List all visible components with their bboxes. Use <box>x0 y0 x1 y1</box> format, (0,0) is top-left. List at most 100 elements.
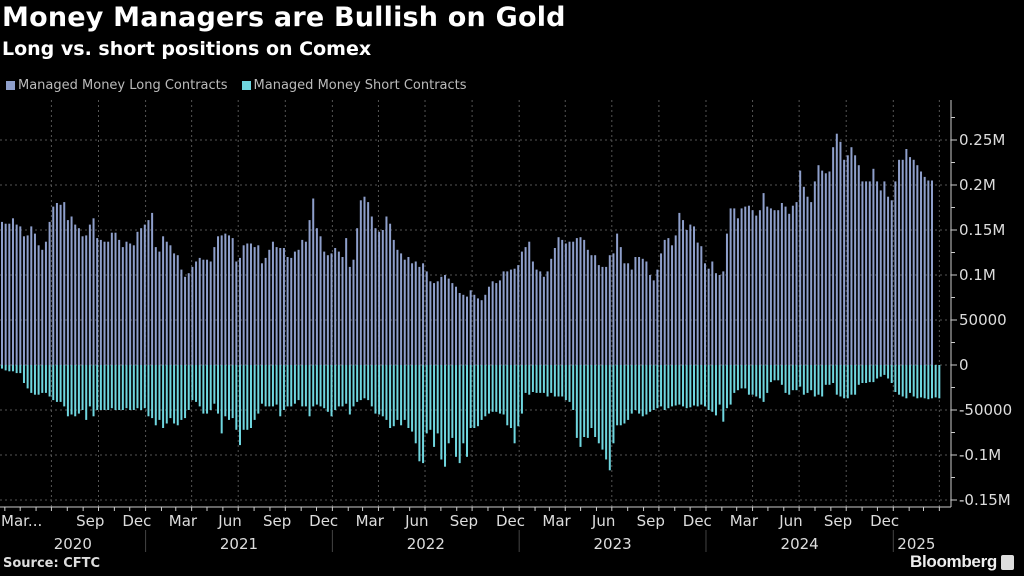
short-bar <box>751 365 754 395</box>
brand-name: Bloomberg <box>909 552 997 571</box>
long-bar <box>546 271 549 365</box>
short-bar <box>898 365 901 395</box>
short-bar <box>378 365 381 415</box>
short-bar <box>400 365 403 426</box>
long-bar <box>766 206 769 365</box>
short-bar <box>282 365 285 410</box>
long-bar <box>301 239 304 365</box>
long-bar <box>931 180 933 365</box>
bloomberg-logo: Bloomberg <box>910 552 1014 572</box>
short-bar <box>810 365 813 391</box>
long-bar <box>575 238 578 365</box>
long-bar <box>542 276 545 365</box>
short-bar <box>824 365 827 385</box>
x-month-label: Sep <box>637 512 665 530</box>
short-bar <box>74 365 77 417</box>
long-bar <box>883 181 886 365</box>
long-bar <box>824 173 827 365</box>
short-bar <box>901 365 904 397</box>
long-bar <box>531 261 534 365</box>
long-bar <box>817 165 820 365</box>
long-bar <box>407 257 410 365</box>
short-bar <box>275 365 278 405</box>
long-bar <box>238 257 241 365</box>
long-bar <box>52 206 55 365</box>
long-bar <box>19 226 22 365</box>
long-bar <box>389 223 392 365</box>
short-bar <box>678 365 681 405</box>
short-bar <box>264 365 267 407</box>
short-bar <box>652 365 655 410</box>
long-bar <box>517 265 520 365</box>
short-bar <box>260 365 263 404</box>
long-bar <box>879 190 882 365</box>
short-bar <box>444 365 447 467</box>
short-bar <box>70 365 73 415</box>
short-bar <box>462 365 465 444</box>
short-bar <box>334 365 337 410</box>
short-bar <box>934 365 937 398</box>
long-bar <box>77 228 80 365</box>
short-bar <box>920 365 923 398</box>
short-bar <box>784 365 787 393</box>
short-bar <box>213 365 216 404</box>
short-bar <box>136 365 139 409</box>
short-bar <box>861 365 864 383</box>
short-bar <box>682 365 685 407</box>
long-bar <box>158 251 161 365</box>
x-month-label: Sep <box>263 512 291 530</box>
long-bar <box>627 263 630 365</box>
short-bar <box>755 365 758 397</box>
long-bar <box>92 218 95 365</box>
short-bar <box>257 365 260 414</box>
short-bar <box>246 365 249 430</box>
long-bar <box>685 230 688 365</box>
long-bar <box>125 241 128 365</box>
short-bar <box>879 365 882 377</box>
short-bar <box>821 365 824 397</box>
long-bar <box>901 159 904 365</box>
short-bar <box>11 365 14 372</box>
short-bar <box>392 365 395 427</box>
short-bar <box>242 365 245 430</box>
long-bar <box>612 253 615 365</box>
long-bar <box>286 257 289 365</box>
long-bar <box>433 283 436 365</box>
long-bar <box>173 253 176 365</box>
short-bar <box>671 365 674 407</box>
legend-item-short: Managed Money Short Contracts <box>241 78 467 93</box>
short-bar <box>99 365 102 410</box>
long-bar <box>271 241 274 365</box>
long-bar <box>725 233 728 365</box>
long-bar <box>872 168 875 365</box>
chart-subtitle: Long vs. short positions on Comex <box>2 38 372 60</box>
short-bar <box>813 365 816 397</box>
y-tick-label: -0.15M <box>959 491 1011 509</box>
x-year-label: 2021 <box>220 535 258 553</box>
short-bar <box>422 365 425 464</box>
short-bar <box>41 365 44 393</box>
short-bar <box>118 365 121 410</box>
long-bar <box>736 218 739 365</box>
short-bar <box>209 365 212 410</box>
long-bar <box>682 220 685 365</box>
long-bar <box>568 241 571 365</box>
long-bar <box>293 251 296 365</box>
long-bar <box>370 216 373 365</box>
short-bar <box>795 365 798 391</box>
long-bar <box>660 253 663 365</box>
short-bar <box>206 365 209 414</box>
short-bar <box>30 365 33 393</box>
long-bar <box>458 293 461 365</box>
x-month-label: Jun <box>778 512 802 530</box>
short-bar <box>817 365 820 395</box>
short-bar <box>103 365 106 410</box>
long-bar <box>103 241 106 365</box>
short-bar <box>370 365 373 407</box>
short-bar <box>425 365 428 434</box>
short-bar <box>597 365 600 444</box>
long-bar <box>162 236 165 365</box>
short-bar <box>736 365 739 391</box>
long-bar <box>473 294 476 365</box>
